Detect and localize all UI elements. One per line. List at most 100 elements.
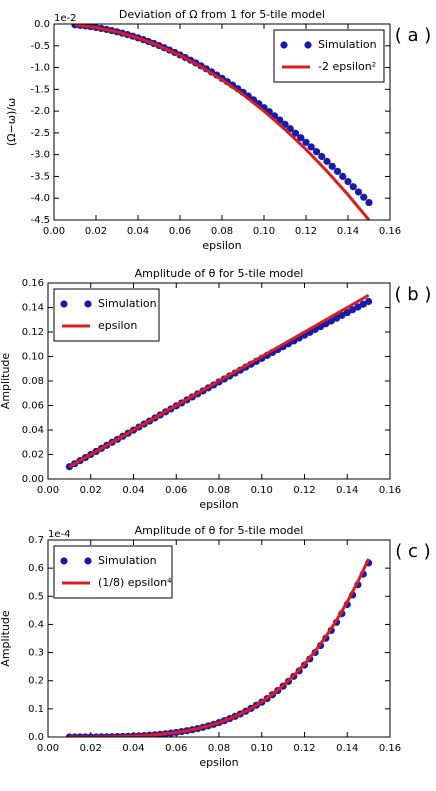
x-tick-label: 0.14 [336,485,358,496]
x-tick-label: 0.02 [80,485,102,496]
y-tick-label: 0.4 [28,619,44,630]
y-tick-label: -3.5 [30,171,50,182]
data-point [323,157,331,165]
x-tick-label: 0.06 [165,743,187,754]
panel-label: ( a ) [395,25,432,46]
legend-swatch [60,300,68,308]
y-tick-label: 0.6 [28,563,44,574]
y-tick-label: -2.0 [30,106,50,117]
x-tick-label: 0.04 [127,226,149,237]
x-tick-label: 0.12 [293,743,315,754]
y-tick-label: 0.5 [28,591,44,602]
chart-title: Deviation of Ω from 1 for 5-tile model [119,8,325,21]
x-tick-label: 0.08 [211,226,233,237]
legend-box [53,288,160,342]
x-axis-label: epsilon [199,756,238,769]
y-tick-label: -1.5 [30,84,50,95]
legend-box [53,545,173,599]
y-tick-label: -4.5 [30,215,50,226]
legend-swatch [84,300,92,308]
legend-label: epsilon [98,319,137,332]
x-tick-label: 0.16 [379,485,401,496]
x-tick-label: 0.10 [253,226,275,237]
x-axis-label: epsilon [202,239,241,252]
y-tick-label: 0.0 [28,732,44,743]
y-tick-label: 0.02 [22,450,44,461]
x-tick-label: 0.14 [336,743,358,754]
y-tick-label: 0.06 [22,401,44,412]
legend: Simulation epsilon [53,288,160,342]
legend: Simulation (1/8) epsilon⁴ [53,545,173,599]
data-point [360,193,368,201]
y-tick-label: 0.14 [22,303,44,314]
data-point [297,134,305,142]
y-tick-label: 0.08 [22,376,44,387]
y-tick-label: 0.0 [34,19,50,30]
legend-label: -2 epsilon² [318,60,376,73]
data-point [365,297,373,306]
x-tick-label: 0.12 [295,226,317,237]
y-tick-label: 0.00 [22,474,44,485]
x-tick-label: 0.06 [169,226,191,237]
x-tick-label: 0.00 [37,743,59,754]
legend-swatch [280,41,288,49]
data-point [338,311,346,319]
legend: Simulation -2 epsilon² [273,29,385,83]
y-tick-label: 0.12 [22,327,44,338]
data-point [286,125,294,133]
offset-label: 1e-2 [54,13,77,24]
data-point [354,303,362,311]
y-tick-label: 0.10 [22,352,44,363]
legend-label: Simulation [98,554,157,567]
legend-label: Simulation [318,38,377,51]
plot-area [71,24,373,220]
y-tick-label: 0.7 [28,535,44,546]
x-tick-label: 0.16 [379,743,401,754]
x-tick-label: 0.00 [43,226,65,237]
legend-swatch [60,557,68,565]
y-tick-label: -4.0 [30,193,50,204]
data-point [318,152,326,161]
data-point [354,188,363,196]
data-point [333,167,342,175]
y-tick-label: 0.04 [22,425,44,436]
x-tick-label: 0.00 [37,485,59,496]
y-tick-label: -2.5 [30,128,50,139]
x-tick-label: 0.04 [122,743,144,754]
x-tick-label: 0.08 [208,743,230,754]
data-point [348,306,357,314]
x-tick-label: 0.14 [337,226,359,237]
panel-label: ( b ) [395,284,432,305]
x-tick-label: 0.12 [293,485,315,496]
y-tick-label: 0.2 [28,676,44,687]
chart-title: Amplitude of θ for 5-tile model [135,267,304,280]
panel-label: ( c ) [395,541,430,562]
y-tick-label: -0.5 [30,41,50,52]
y-tick-label: -1.0 [30,63,50,74]
x-tick-label: 0.10 [251,485,273,496]
x-tick-label: 0.08 [208,485,230,496]
data-point [312,148,321,156]
plot-area [65,293,373,471]
chart-title: Amplitude of θ for 5-tile model [135,524,304,537]
legend-swatch [84,557,92,565]
theory-line [68,293,370,469]
data-point [339,172,347,181]
data-point [291,129,300,137]
data-point [359,300,367,308]
x-tick-label: 0.02 [80,743,102,754]
x-tick-label: 0.10 [251,743,273,754]
legend-label: Simulation [98,297,157,310]
data-point [349,183,357,191]
data-point [344,177,352,186]
offset-label: 1e-4 [48,529,71,540]
x-tick-label: 0.04 [122,485,144,496]
y-tick-label: 0.3 [28,648,44,659]
data-point [365,198,373,207]
y-axis-label: Amplitude [0,610,12,667]
y-axis-label: (Ω−ω)/ω [5,98,18,146]
axes-frame [53,23,391,221]
data-point [307,143,315,151]
y-tick-label: -3.0 [30,150,50,161]
